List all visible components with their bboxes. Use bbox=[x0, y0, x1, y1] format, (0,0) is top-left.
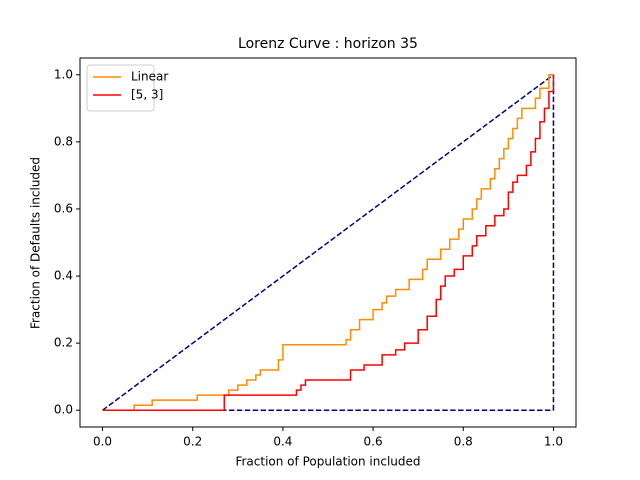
legend-label: [5, 3] bbox=[131, 88, 163, 102]
x-tick-label: 0.4 bbox=[273, 435, 292, 449]
chart-title: Lorenz Curve : horizon 35 bbox=[238, 36, 418, 52]
y-tick-label: 0.2 bbox=[54, 336, 73, 350]
x-tick-label: 0.0 bbox=[93, 435, 112, 449]
data-line bbox=[102, 74, 554, 411]
legend-label: Linear bbox=[131, 70, 168, 84]
x-tick-label: 0.6 bbox=[364, 435, 383, 449]
plot-frame bbox=[79, 57, 577, 428]
y-tick-label: 1.0 bbox=[54, 67, 73, 81]
y-tick-label: 0.8 bbox=[54, 134, 73, 148]
data-line bbox=[102, 74, 555, 411]
y-axis-label: Fraction of Defaults included bbox=[29, 157, 43, 329]
x-tick-label: 0.8 bbox=[454, 435, 473, 449]
x-tick-label: 1.0 bbox=[544, 435, 563, 449]
reference-line bbox=[102, 74, 554, 411]
x-tick-label: 0.2 bbox=[183, 435, 202, 449]
y-tick-label: 0.4 bbox=[54, 269, 73, 283]
x-axis-label: Fraction of Population included bbox=[235, 455, 420, 469]
y-tick-label: 0.6 bbox=[54, 201, 73, 215]
y-tick-label: 0.0 bbox=[54, 403, 73, 417]
